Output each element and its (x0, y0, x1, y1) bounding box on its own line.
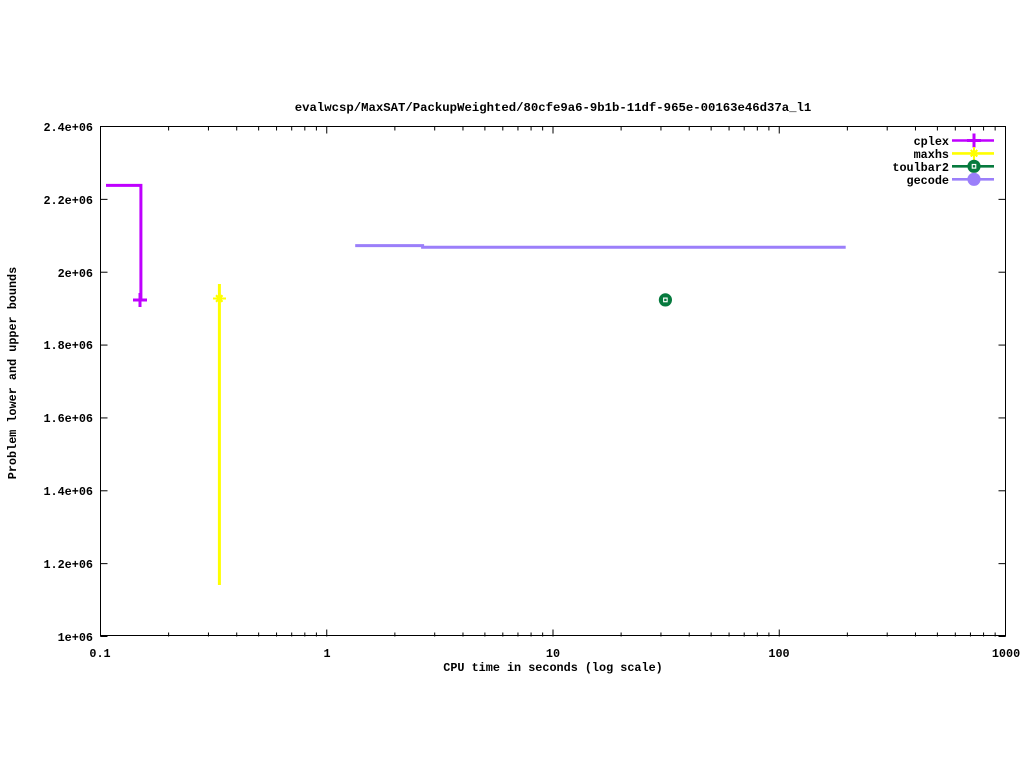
svg-text:CPU time in seconds (log scale: CPU time in seconds (log scale) (443, 661, 662, 675)
svg-text:1: 1 (323, 647, 330, 661)
svg-text:gecode: gecode (907, 174, 949, 188)
svg-text:evalwcsp/MaxSAT/PackupWeighted: evalwcsp/MaxSAT/PackupWeighted/80cfe9a6-… (295, 101, 812, 115)
svg-text:maxhs: maxhs (914, 148, 949, 162)
svg-text:2e+06: 2e+06 (58, 267, 93, 281)
svg-text:Problem lower and upper bounds: Problem lower and upper bounds (6, 267, 20, 479)
svg-text:1.6e+06: 1.6e+06 (43, 412, 93, 426)
svg-text:1.8e+06: 1.8e+06 (43, 339, 93, 353)
svg-text:toulbar2: toulbar2 (892, 161, 949, 175)
svg-text:10: 10 (546, 647, 560, 661)
svg-text:1.4e+06: 1.4e+06 (43, 485, 93, 499)
svg-text:cplex: cplex (914, 135, 949, 149)
svg-text:100: 100 (768, 647, 789, 661)
svg-text:1000: 1000 (992, 647, 1020, 661)
svg-text:1.2e+06: 1.2e+06 (43, 558, 93, 572)
svg-text:2.4e+06: 2.4e+06 (43, 121, 93, 135)
svg-text:0.1: 0.1 (89, 647, 110, 661)
svg-text:2.2e+06: 2.2e+06 (43, 194, 93, 208)
svg-text:1e+06: 1e+06 (58, 631, 93, 645)
